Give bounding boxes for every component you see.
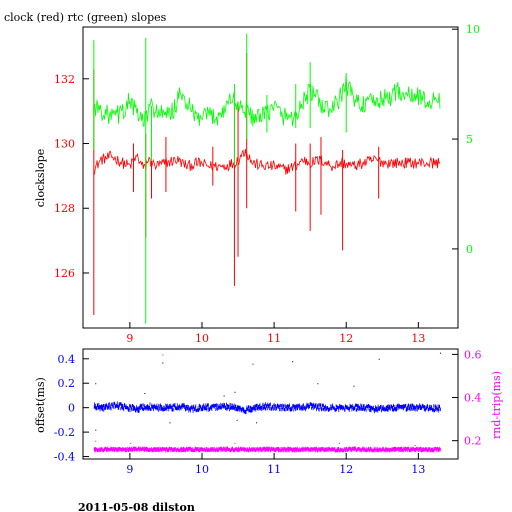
series-outlier-point bbox=[414, 444, 416, 446]
series-outlier-point bbox=[256, 422, 258, 424]
bottom-y2-axis-label: rnd-trip(ms) bbox=[490, 371, 503, 439]
series-outlier-point bbox=[339, 442, 341, 444]
series-outlier-point bbox=[378, 358, 380, 360]
series-outlier-point bbox=[169, 422, 171, 424]
series-outlier-point bbox=[353, 385, 355, 387]
top-y-tick-label: 128 bbox=[54, 202, 75, 215]
series-outlier-point bbox=[236, 419, 238, 421]
top-y2-tick-label: 5 bbox=[466, 133, 473, 146]
footer-label: 2011-05-08 dilston bbox=[78, 501, 195, 512]
bottom-x-tick-label: 11 bbox=[267, 463, 281, 476]
series-points-offset-blue bbox=[93, 401, 441, 415]
top-y-tick-label: 132 bbox=[54, 73, 75, 86]
series-outlier-point bbox=[234, 442, 236, 444]
series-outlier-point bbox=[162, 354, 164, 356]
series-outlier-point bbox=[144, 393, 146, 394]
top-x-tick-label: 12 bbox=[339, 332, 353, 345]
series-outlier-point bbox=[317, 383, 319, 385]
bottom-y-axis-label: offset(ms) bbox=[34, 377, 47, 433]
series-outlier-point bbox=[234, 391, 236, 393]
series-outlier-point bbox=[95, 440, 97, 442]
chart-title: clock (red) rtc (green) slopes bbox=[4, 11, 167, 24]
series-outlier-point bbox=[292, 361, 294, 363]
bottom-y2-tick-label: 0.4 bbox=[464, 392, 482, 405]
top-plot-frame bbox=[82, 26, 459, 329]
series-outlier-point bbox=[95, 383, 97, 385]
bottom-x-tick-label: 12 bbox=[339, 463, 353, 476]
bottom-y-tick-label: -0.4 bbox=[54, 451, 75, 464]
top-y2-tick-label: 10 bbox=[466, 23, 480, 36]
top-plot-marks: 9 10 11 12 13 126 128 130 132 0 5 10 bbox=[54, 23, 480, 345]
series-outlier-point bbox=[162, 362, 164, 364]
bottom-plot-marks: 9 10 11 12 13 -0.4 -0.2 0 0.2 0.4 0.2 0.4 0.6 bbox=[54, 348, 482, 476]
series-outlier-point bbox=[439, 352, 441, 354]
series-points-rnd-trip-magenta bbox=[93, 446, 441, 453]
bottom-x-tick-label: 13 bbox=[411, 463, 425, 476]
top-x-tick-label: 11 bbox=[267, 332, 281, 345]
series-outlier-point bbox=[223, 395, 225, 397]
bottom-y-tick-label: 0 bbox=[68, 402, 75, 415]
top-x-tick-label: 13 bbox=[411, 332, 425, 345]
bottom-x-tick-label: 10 bbox=[195, 463, 209, 476]
bottom-plot-frame bbox=[82, 348, 459, 460]
series-outlier-point bbox=[129, 442, 131, 444]
top-y-tick-label: 130 bbox=[54, 138, 75, 151]
bottom-y2-tick-label: 0.6 bbox=[464, 348, 482, 361]
series-outlier-point bbox=[95, 429, 97, 431]
top-x-tick-label: 9 bbox=[126, 332, 133, 345]
top-y2-tick-label: 0 bbox=[466, 243, 473, 256]
bottom-y-tick-label: 0.2 bbox=[58, 377, 76, 390]
bottom-y-tick-label: 0.4 bbox=[58, 353, 76, 366]
top-y-tick-label: 126 bbox=[54, 267, 75, 280]
bottom-y-tick-label: -0.2 bbox=[54, 426, 75, 439]
bottom-y2-tick-label: 0.2 bbox=[464, 435, 482, 448]
bottom-x-tick-label: 9 bbox=[126, 463, 133, 476]
series-outlier-point bbox=[252, 363, 254, 365]
top-y-axis-label: clockslope bbox=[34, 149, 47, 207]
top-x-tick-label: 10 bbox=[195, 332, 209, 345]
